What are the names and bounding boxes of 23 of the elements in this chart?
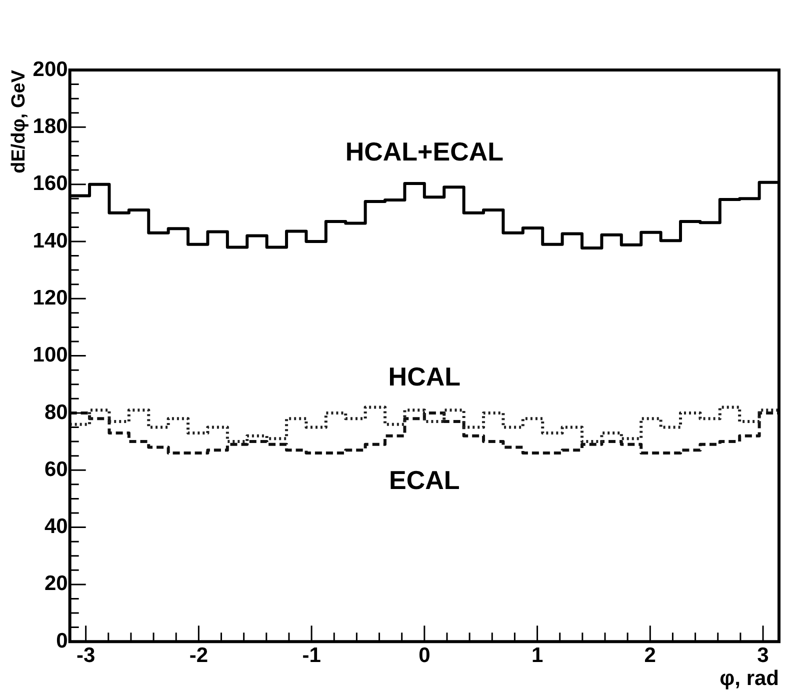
y-axis-title: dE/dφ, GeV <box>8 70 30 174</box>
x-tick-label: 2 <box>644 644 656 667</box>
series-label: HCAL <box>388 361 461 392</box>
y-tick-label: 40 <box>44 515 68 538</box>
series-label: ECAL <box>389 465 460 496</box>
x-tick-label: 1 <box>531 644 544 667</box>
y-tick-label: 100 <box>32 344 68 367</box>
y-tick-label: 0 <box>56 629 68 652</box>
x-axis-title: φ, rad <box>720 667 779 690</box>
x-tick-label: -1 <box>302 644 322 667</box>
y-tick-label: 80 <box>44 400 68 424</box>
y-tick-label: 200 <box>32 58 68 81</box>
series-label: HCAL+ECAL <box>345 136 504 166</box>
y-tick-label: 180 <box>32 114 68 138</box>
y-tick-label: 160 <box>32 172 68 196</box>
y-tick-label: 120 <box>32 286 68 310</box>
x-tick-label: 3 <box>757 644 769 667</box>
y-tick-label: 140 <box>32 229 68 252</box>
x-tick-label: 0 <box>418 644 430 667</box>
y-tick-label: 20 <box>44 572 68 596</box>
x-tick-label: -3 <box>76 644 96 667</box>
y-tick-label: 60 <box>44 458 68 481</box>
x-tick-label: -2 <box>189 644 208 667</box>
